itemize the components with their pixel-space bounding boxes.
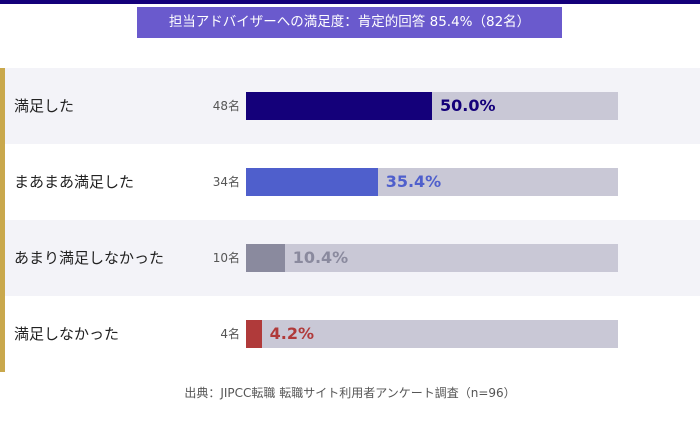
top-accent-bar: [0, 0, 700, 4]
count-label: 48名: [212, 99, 240, 113]
category-label: 満足した: [14, 97, 75, 115]
bar-track: 10.4%: [246, 244, 618, 272]
bar-track: 35.4%: [246, 168, 618, 196]
bar-fill: [246, 244, 285, 272]
value-label: 50.0%: [440, 96, 496, 115]
value-label: 35.4%: [385, 172, 442, 191]
left-accent-bar: [0, 68, 5, 372]
value-label: 10.4%: [292, 248, 349, 267]
category-label: まあまあ満足した: [14, 173, 135, 191]
bar-row: まあまあ満足した 34名 35.4%: [5, 144, 700, 220]
chart-title: 担当アドバイザーへの満足度：肯定的回答 85.4%（82名）: [137, 7, 562, 38]
value-label: 4.2%: [269, 324, 314, 343]
bar-row: 満足した 48名 50.0%: [5, 68, 700, 144]
bar-track: 50.0%: [246, 92, 618, 120]
bar-fill: [246, 168, 378, 196]
count-label: 4名: [220, 327, 240, 341]
category-label: 満足しなかった: [14, 325, 120, 343]
count-label: 10名: [212, 251, 240, 265]
bar-row: 満足しなかった 4名 4.2%: [5, 296, 700, 372]
category-label: あまり満足しなかった: [14, 249, 165, 267]
bar-row: あまり満足しなかった 10名 10.4%: [5, 220, 700, 296]
bar-track: 4.2%: [246, 320, 618, 348]
bar-fill: [246, 92, 432, 120]
bar-fill: [246, 320, 262, 348]
source-note: 出典：JIPCC転職 転職サイト利用者アンケート調査（n=96）: [184, 386, 516, 400]
count-label: 34名: [212, 175, 240, 189]
